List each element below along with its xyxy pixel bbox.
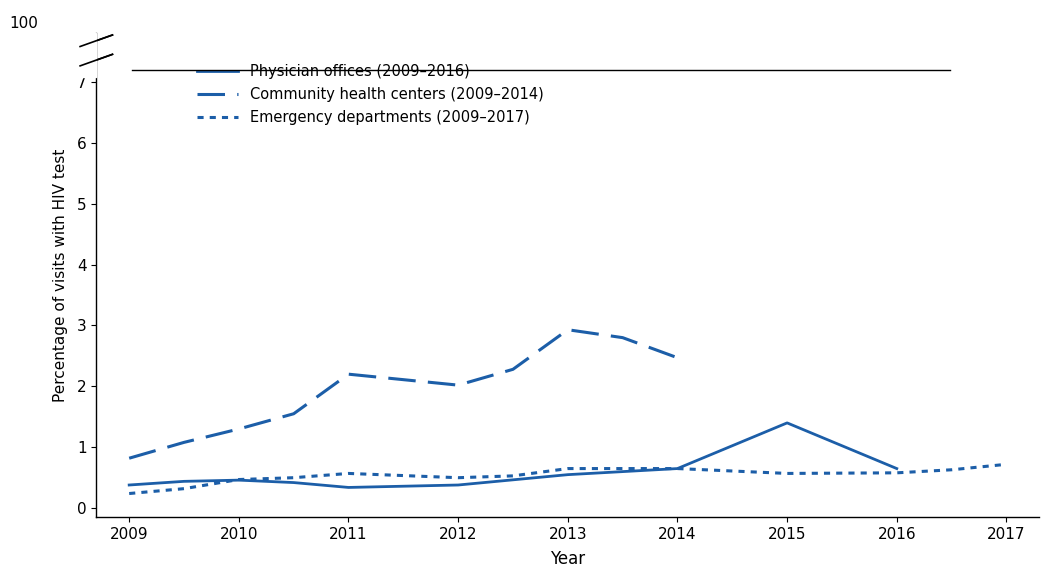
Line: Physician offices (2009–2016): Physician offices (2009–2016) (129, 423, 897, 487)
Emergency departments (2009–2017) (890, 469, 903, 476)
Physician offices (2009–2016) (122, 481, 135, 488)
Community health centers (2009–2014) (177, 439, 190, 446)
Physician offices (2009–2016) (452, 481, 465, 488)
Physician offices (2009–2016) (342, 484, 355, 491)
Physician offices (2009–2016) (232, 477, 245, 484)
Community health centers (2009–2014) (122, 455, 135, 462)
Community health centers (2009–2014) (232, 425, 245, 432)
Physician offices (2009–2016) (177, 478, 190, 485)
Bar (73, 33, 96, 77)
X-axis label: Year: Year (550, 550, 585, 569)
Physician offices (2009–2016) (562, 471, 574, 478)
Emergency departments (2009–2017) (672, 465, 684, 472)
Emergency departments (2009–2017) (1000, 461, 1013, 468)
Community health centers (2009–2014) (672, 355, 684, 362)
Community health centers (2009–2014) (342, 371, 355, 378)
Physician offices (2009–2016) (672, 465, 684, 472)
Line: Community health centers (2009–2014): Community health centers (2009–2014) (129, 330, 678, 458)
Emergency departments (2009–2017) (945, 466, 958, 473)
Emergency departments (2009–2017) (342, 470, 355, 477)
Emergency departments (2009–2017) (507, 472, 520, 479)
Physician offices (2009–2016) (287, 479, 300, 486)
Emergency departments (2009–2017) (780, 470, 793, 477)
Text: 100: 100 (8, 16, 38, 31)
Emergency departments (2009–2017) (452, 474, 465, 481)
Line: Emergency departments (2009–2017): Emergency departments (2009–2017) (129, 464, 1006, 494)
Emergency departments (2009–2017) (562, 465, 574, 472)
Emergency departments (2009–2017) (177, 485, 190, 492)
Community health centers (2009–2014) (287, 410, 300, 417)
Community health centers (2009–2014) (562, 326, 574, 333)
Community health centers (2009–2014) (617, 334, 629, 341)
Community health centers (2009–2014) (452, 381, 465, 388)
Emergency departments (2009–2017) (287, 474, 300, 481)
Emergency departments (2009–2017) (122, 490, 135, 497)
Community health centers (2009–2014) (507, 366, 520, 373)
Physician offices (2009–2016) (890, 465, 903, 472)
Legend: Physician offices (2009–2016), Community health centers (2009–2014), Emergency d: Physician offices (2009–2016), Community… (188, 55, 552, 133)
Physician offices (2009–2016) (780, 419, 793, 426)
Y-axis label: Percentage of visits with HIV test: Percentage of visits with HIV test (54, 149, 69, 402)
Emergency departments (2009–2017) (232, 476, 245, 483)
